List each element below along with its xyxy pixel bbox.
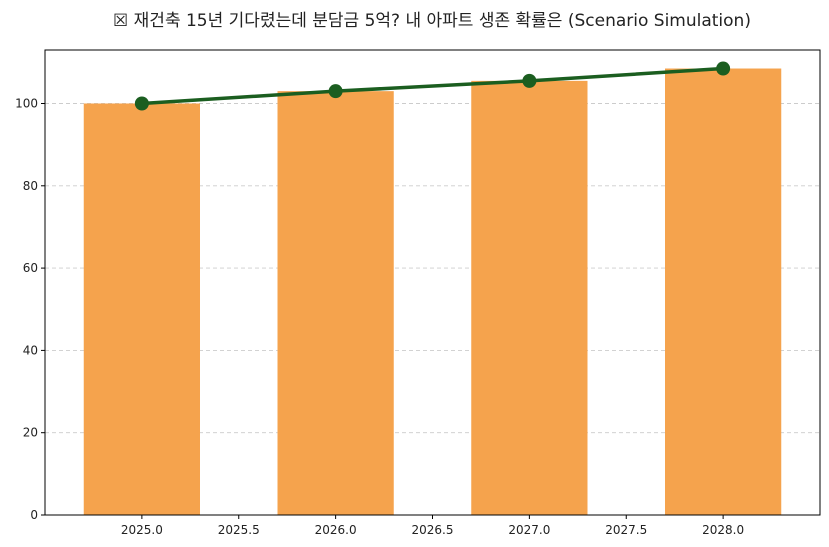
x-tick-label-3: 2026.5: [412, 523, 454, 537]
trend-marker-0: [134, 96, 149, 111]
y-tick-label-4: 80: [23, 179, 38, 193]
x-tick-label-2: 2026.0: [315, 523, 357, 537]
bar-3: [665, 68, 782, 515]
y-tick-label-5: 100: [15, 96, 38, 110]
y-tick-label-3: 60: [23, 261, 38, 275]
trend-line: [141, 66, 724, 106]
chart-title: ☒ 재건축 15년 기다렸는데 분담금 5억? 내 아파트 생존 확률은 (Sc…: [113, 11, 751, 31]
x-tick-label-4: 2027.0: [508, 523, 550, 537]
bar-1: [277, 91, 394, 515]
x-tick-label-1: 2025.5: [218, 523, 260, 537]
bar-0: [83, 103, 200, 515]
y-tick-label-1: 20: [23, 426, 38, 440]
bar-layer: [83, 68, 782, 516]
line-layer: [134, 61, 731, 111]
x-tick-label-6: 2028.0: [702, 523, 744, 537]
tick-layer: 2025.0 2025.5 2026.0 2026.5 2027.0 2027.5 2028…: [15, 96, 744, 537]
trend-marker-1: [328, 84, 343, 99]
y-tick-label-2: 40: [23, 343, 38, 357]
y-tick-label-0: 0: [30, 508, 38, 522]
x-tick-label-5: 2027.5: [605, 523, 647, 537]
trend-marker-3: [716, 61, 731, 76]
bar-2: [471, 80, 588, 516]
x-tick-label-0: 2025.0: [121, 523, 163, 537]
trend-marker-2: [522, 73, 537, 88]
